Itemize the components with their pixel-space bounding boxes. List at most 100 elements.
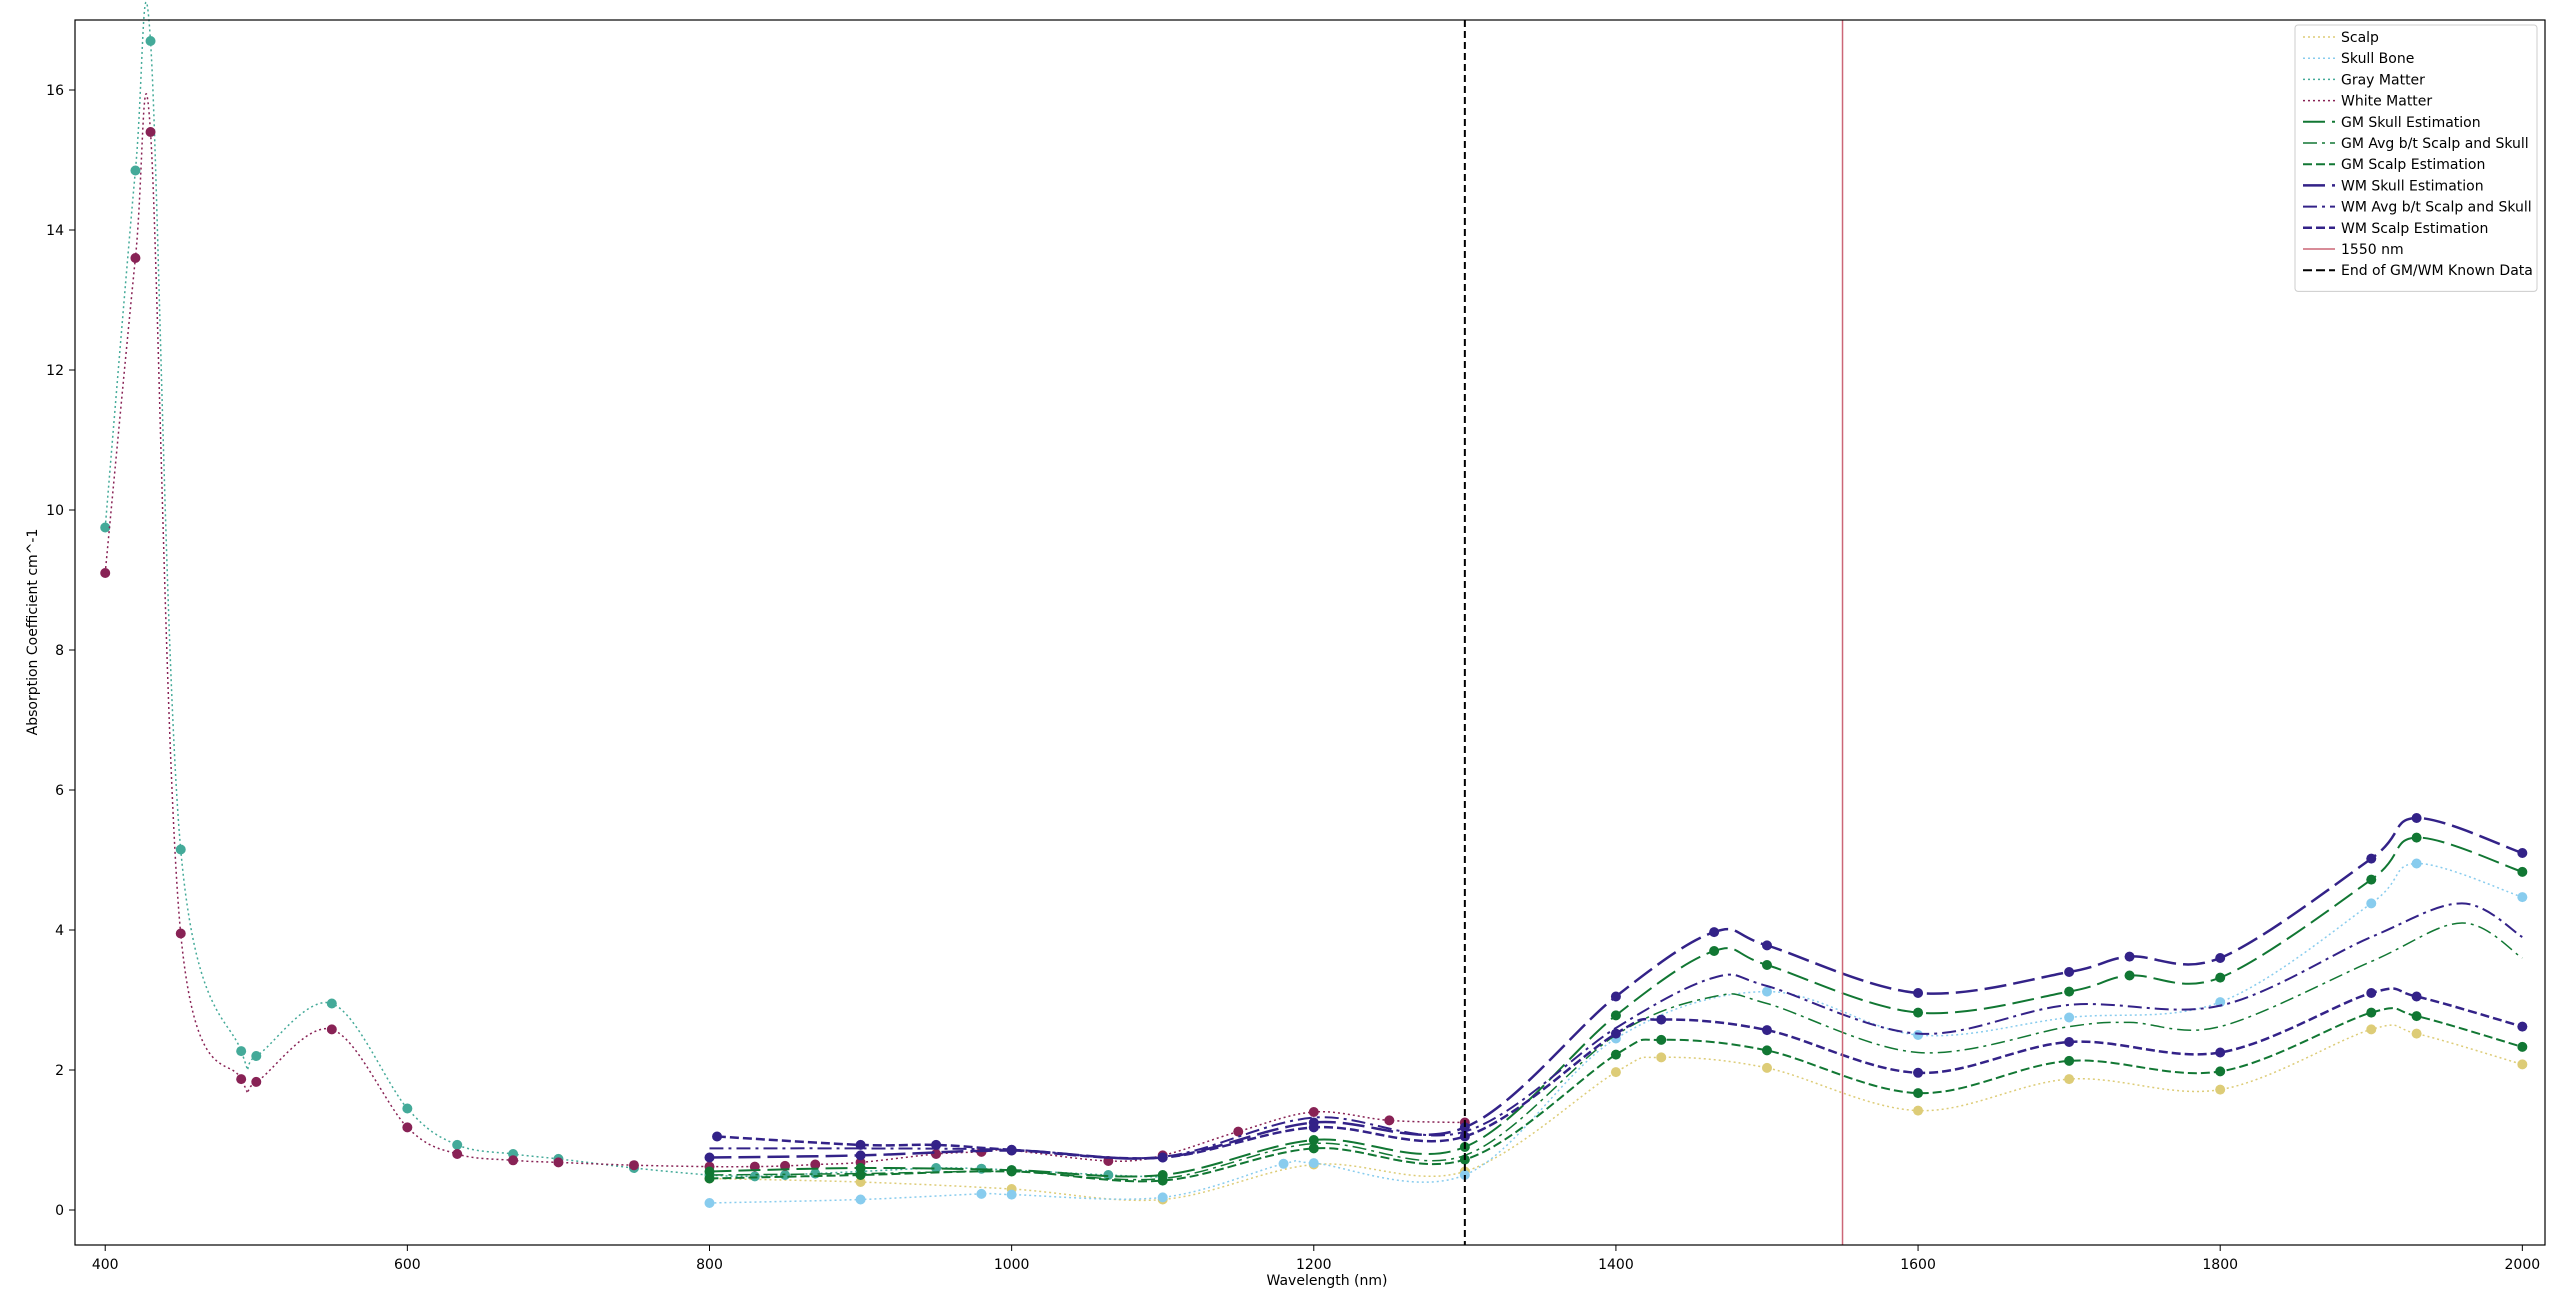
x-tick-label: 1800 (2202, 1257, 2238, 1273)
data-point-7-14 (2411, 813, 2422, 823)
data-point-6-10 (2064, 1055, 2075, 1066)
legend: Scalp Skull Bone Gray Matter White Matter GM… (2294, 24, 2538, 292)
legend-label: GM Scalp Estimation (2341, 157, 2485, 173)
legend-label: 1550 nm (2341, 242, 2404, 258)
axes: 400 600 800 1000 1200 1400 1600 1800 2000 0 2 4 6 8 10… (46, 19, 2546, 1273)
data-point-3-5 (251, 1076, 262, 1087)
data-point-2-7 (402, 1103, 413, 1114)
data-point-3-9 (508, 1155, 519, 1166)
series-line-5 (709, 922, 2523, 1181)
data-point-6-11 (2215, 1066, 2226, 1077)
data-point-9-0 (712, 1131, 723, 1142)
series-line-6 (709, 1007, 2523, 1183)
data-point-2-5 (251, 1051, 262, 1061)
data-point-3-22 (1233, 1126, 1244, 1137)
data-point-1-4 (1157, 1192, 1168, 1203)
legend-label: WM Avg b/t Scalp and Skull (2341, 200, 2532, 216)
data-point-7-10 (2064, 967, 2075, 977)
plot-area (100, 1, 2528, 1245)
series-line-9 (716, 987, 2523, 1160)
data-point-6-9 (1913, 1088, 1924, 1099)
y-tick-label: 0 (55, 1203, 64, 1219)
legend-label: GM Avg b/t Scalp and Skull (2341, 136, 2529, 152)
data-point-6-1 (855, 1170, 866, 1180)
data-point-9-12 (2215, 1047, 2226, 1058)
y-tick-label: 6 (55, 783, 64, 799)
data-point-2-8 (452, 1139, 463, 1150)
data-point-4-10 (2064, 986, 2075, 997)
legend-label: White Matter (2341, 94, 2432, 110)
data-point-4-1 (855, 1163, 866, 1173)
data-point-2-20 (1103, 1170, 1114, 1180)
data-point-1-11 (2064, 1012, 2075, 1023)
series-line-1 (709, 862, 2523, 1204)
data-point-1-5 (1278, 1158, 1289, 1169)
data-point-7-12 (2215, 953, 2226, 963)
data-point-2-4 (236, 1046, 247, 1057)
data-point-1-1 (855, 1194, 866, 1205)
y-tick-label: 8 (55, 643, 64, 659)
data-point-1-2 (976, 1188, 987, 1199)
data-point-9-8 (1656, 1014, 1667, 1025)
data-point-1-9 (1761, 986, 1772, 997)
data-point-9-5 (1308, 1122, 1319, 1133)
data-point-3-17 (931, 1149, 942, 1159)
data-point-3-11 (628, 1160, 639, 1171)
data-point-6-2 (1006, 1166, 1017, 1177)
data-point-7-8 (1761, 940, 1772, 951)
x-tick-label: 1000 (994, 1257, 1030, 1273)
data-point-1-15 (2517, 892, 2528, 903)
data-point-6-14 (2517, 1041, 2528, 1052)
data-point-1-14 (2411, 858, 2422, 869)
legend-label: Gray Matter (2341, 72, 2425, 88)
data-point-4-0 (704, 1166, 715, 1177)
data-point-4-14 (2411, 832, 2422, 843)
data-point-3-13 (749, 1161, 760, 1172)
data-point-9-9 (1761, 1025, 1772, 1036)
data-point-1-10 (1913, 1030, 1924, 1040)
data-point-0-11 (2215, 1084, 2226, 1095)
data-point-3-24 (1384, 1115, 1395, 1126)
data-point-1-6 (1308, 1158, 1319, 1169)
data-point-3-6 (326, 1024, 337, 1035)
data-point-1-12 (2215, 997, 2226, 1008)
legend-label: Skull Bone (2341, 51, 2414, 67)
data-point-3-3 (175, 928, 186, 939)
data-point-2-13 (749, 1171, 760, 1182)
legend-label: WM Scalp Estimation (2341, 221, 2488, 237)
data-point-3-23 (1308, 1107, 1319, 1117)
legend-label: Scalp (2341, 30, 2379, 46)
legend-box (2294, 24, 2538, 292)
data-point-4-8 (1761, 960, 1772, 970)
data-point-0-12 (2366, 1024, 2377, 1035)
data-point-9-4 (1157, 1152, 1168, 1163)
data-point-4-4 (1308, 1135, 1319, 1145)
data-point-3-0 (100, 568, 111, 578)
data-point-2-3 (175, 844, 186, 855)
data-point-2-2 (145, 36, 156, 46)
data-point-6-8 (1761, 1045, 1772, 1056)
data-point-3-7 (402, 1122, 413, 1133)
y-axis-label: Absorption Coefficient cm^-1 (25, 529, 41, 736)
data-point-9-15 (2517, 1021, 2528, 1032)
data-point-6-13 (2411, 1011, 2422, 1022)
data-point-3-4 (236, 1074, 247, 1085)
data-point-7-7 (1709, 927, 1720, 938)
data-point-3-15 (810, 1159, 821, 1170)
x-tick-label: 1400 (1598, 1257, 1634, 1273)
data-point-9-14 (2411, 991, 2422, 1002)
data-point-7-0 (704, 1152, 715, 1163)
data-point-7-1 (855, 1150, 866, 1161)
x-tick-label: 2000 (2505, 1257, 2541, 1273)
x-axis-label: Wavelength (nm) (1267, 1273, 1388, 1289)
x-tick-label: 800 (696, 1257, 723, 1273)
data-point-0-8 (1761, 1062, 1772, 1073)
data-point-4-9 (1913, 1007, 1924, 1018)
data-point-7-11 (2124, 951, 2135, 962)
data-point-9-3 (1006, 1144, 1017, 1155)
data-point-7-9 (1913, 988, 1924, 998)
x-tick-label: 400 (92, 1257, 119, 1273)
data-point-4-6 (1610, 1010, 1621, 1021)
